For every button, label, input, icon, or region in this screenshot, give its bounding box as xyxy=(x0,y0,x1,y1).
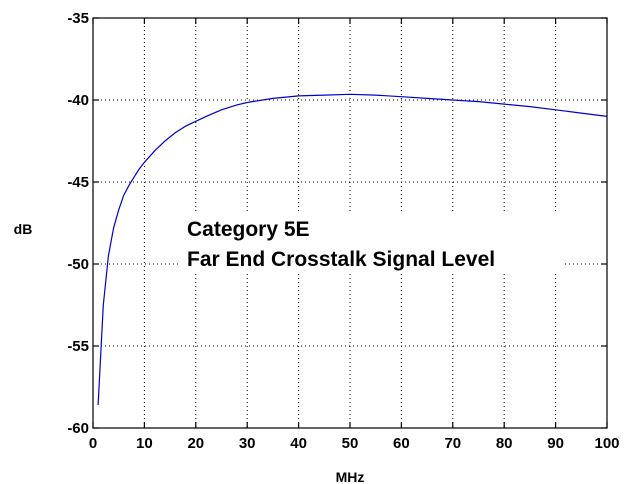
annotation-line-1: Category 5E xyxy=(187,218,310,241)
x-tick-label: 20 xyxy=(187,435,204,452)
x-tick-label: 60 xyxy=(393,435,410,452)
x-tick-label: 50 xyxy=(342,435,359,452)
x-tick-label: 70 xyxy=(444,435,461,452)
x-axis-label: MHz xyxy=(336,469,365,484)
y-tick-label: -45 xyxy=(67,174,89,191)
tick-marks xyxy=(92,17,608,429)
x-tick-label: 30 xyxy=(239,435,256,452)
y-tick-label: -60 xyxy=(67,420,89,437)
y-tick-label: -50 xyxy=(67,256,89,273)
annotation-background xyxy=(180,214,565,274)
x-tick-label: 90 xyxy=(547,435,564,452)
x-tick-labels: 0 10 20 30 40 50 60 70 80 90 100 xyxy=(89,435,620,452)
annotation-line-2: Far End Crosstalk Signal Level xyxy=(187,248,495,271)
x-tick-label: 40 xyxy=(290,435,307,452)
x-tick-label: 10 xyxy=(136,435,153,452)
series-line xyxy=(97,93,608,406)
x-tick-label: 100 xyxy=(594,435,619,452)
series-group xyxy=(97,93,608,406)
y-tick-label: -55 xyxy=(67,338,89,355)
y-tick-label: -40 xyxy=(67,92,89,109)
x-tick-label: 0 xyxy=(89,435,97,452)
x-tick-label: 80 xyxy=(496,435,513,452)
y-tick-labels: -60 -55 -50 -45 -40 -35 xyxy=(67,10,89,437)
y-tick-label: -35 xyxy=(67,10,89,27)
y-axis-label: dB xyxy=(14,221,33,237)
